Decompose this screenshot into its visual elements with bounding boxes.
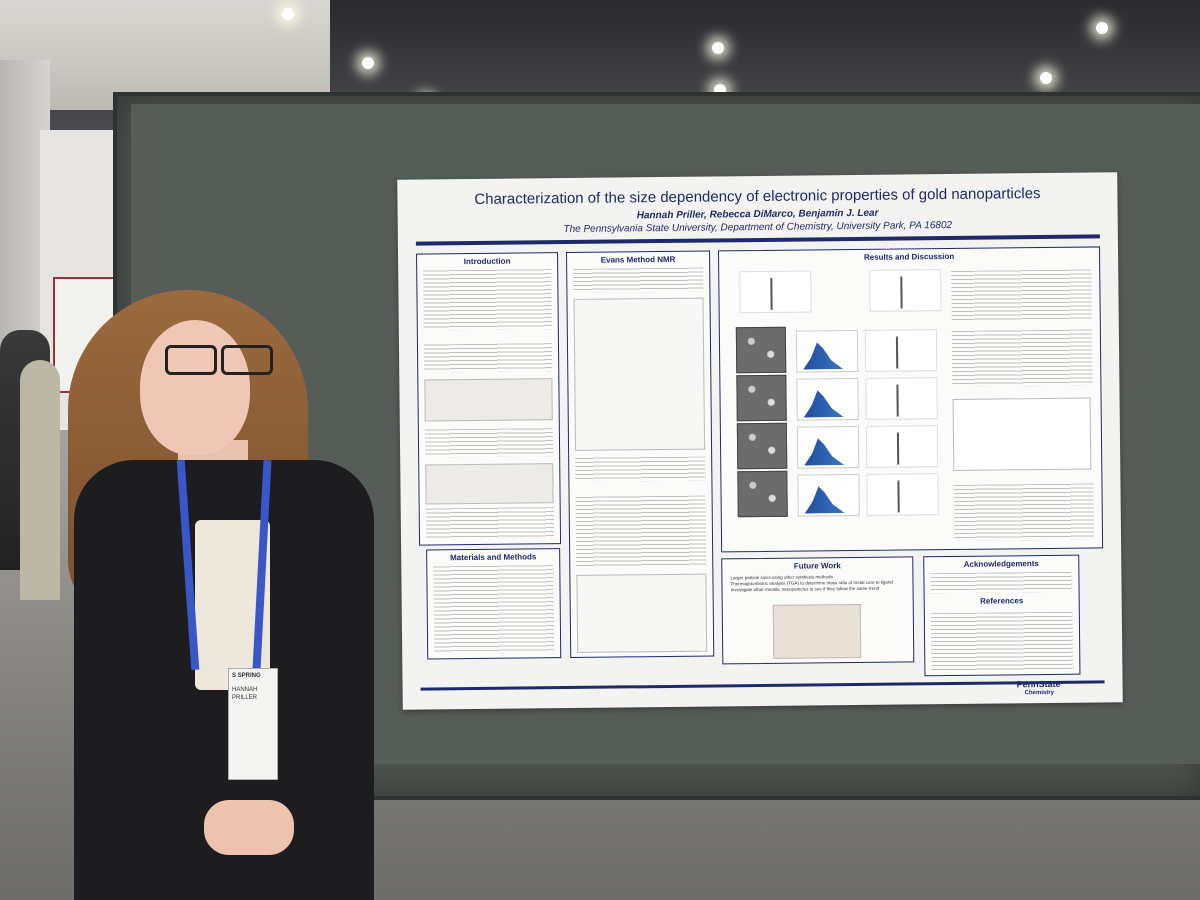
research-poster: Characterization of the size dependency … (397, 172, 1123, 710)
nmr-spectrum (865, 377, 938, 420)
nmr-spectrum (864, 329, 938, 372)
nmr-spectrum (866, 473, 939, 516)
section-title: References (980, 596, 1024, 606)
section-title: Evans Method NMR (600, 254, 676, 265)
body-text (951, 269, 1092, 321)
ceiling-panel (0, 0, 330, 110)
ceiling-light (712, 42, 724, 54)
size-histogram (797, 473, 860, 517)
body-text (951, 329, 1093, 387)
body-text (930, 611, 1074, 672)
section-title: Materials and Methods (450, 552, 537, 563)
introduction-section: Introduction (416, 252, 562, 546)
density-of-states-figure (424, 378, 553, 422)
clasped-hands (204, 800, 294, 855)
size-histogram (796, 425, 860, 469)
ceiling-light (1096, 22, 1108, 34)
body-text (423, 343, 553, 373)
results-section: Results and Discussion (718, 246, 1104, 553)
tem-image (735, 326, 787, 374)
pennstate-logo-sub: Chemistry (1024, 689, 1055, 697)
glasses (165, 345, 275, 375)
tem-image (736, 422, 788, 470)
body-text (953, 483, 1095, 541)
future-work-section: Future Work Larger particle sizes using … (721, 556, 915, 665)
nmr-spectrum (865, 425, 939, 468)
body-text (425, 507, 554, 539)
band-structure-figure (425, 463, 554, 505)
ceiling-light (362, 57, 374, 69)
nmr-spectrum (869, 269, 942, 312)
body-text (423, 269, 552, 331)
ceiling-light (282, 8, 294, 20)
face (140, 320, 250, 455)
section-title: Results and Discussion (863, 251, 955, 262)
poster-title: Characterization of the size dependency … (474, 185, 1041, 208)
section-title: Introduction (463, 256, 511, 267)
evans-method-section: Evans Method NMR (566, 250, 715, 658)
body-text (433, 565, 555, 653)
susceptibility-figure (576, 573, 708, 653)
size-histogram (795, 329, 859, 373)
body-text (930, 571, 1073, 594)
body-text (575, 495, 707, 567)
acknowledgements-section: Acknowledgements References (923, 554, 1081, 677)
title-rule (415, 234, 1100, 246)
presenter: S SPRING HANNAH PRILLER (60, 290, 380, 900)
nanoparticle-vials-photo (772, 603, 862, 659)
future-item: Investigate other metallic nanoparticles… (730, 585, 880, 593)
background-person (20, 360, 60, 600)
ceiling-light (1040, 72, 1052, 84)
susceptibility-plot (952, 397, 1092, 471)
body-text (573, 267, 704, 293)
pennstate-logo: PennState (1016, 678, 1061, 690)
body-text (575, 456, 706, 482)
tem-image (737, 470, 788, 518)
nmr-spectrum (739, 270, 812, 314)
name-badge: S SPRING HANNAH PRILLER (228, 668, 278, 780)
size-histogram (796, 377, 859, 421)
body-text (424, 428, 554, 458)
nmr-tube-figure (573, 297, 706, 451)
section-title: Future Work (793, 561, 841, 571)
tem-image (736, 374, 787, 422)
materials-section: Materials and Methods (426, 548, 562, 660)
section-title: Acknowledgements (963, 559, 1039, 569)
footer-rule (420, 680, 1105, 691)
